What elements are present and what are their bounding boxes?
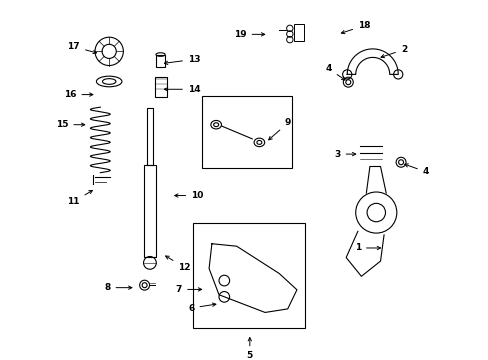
Text: 17: 17	[67, 42, 97, 54]
Text: 13: 13	[164, 55, 200, 64]
Bar	[156, 55, 165, 67]
Text: 11: 11	[67, 190, 92, 206]
Bar	[154, 77, 166, 97]
Bar	[143, 165, 156, 257]
Text: 10: 10	[174, 191, 203, 200]
Text: 7: 7	[175, 285, 201, 294]
Polygon shape	[209, 244, 296, 312]
Text: 4: 4	[404, 164, 428, 176]
Text: 1: 1	[354, 243, 380, 252]
Text: 5: 5	[246, 338, 252, 360]
Text: 18: 18	[341, 21, 370, 34]
Text: 8: 8	[104, 283, 132, 292]
Text: 14: 14	[164, 85, 200, 94]
Bar	[293, 24, 304, 41]
Text: 9: 9	[268, 118, 290, 140]
Text: 12: 12	[165, 256, 190, 272]
Text: 2: 2	[380, 45, 406, 58]
Bar	[202, 96, 292, 168]
Text: 4: 4	[325, 64, 345, 80]
Text: 15: 15	[56, 120, 84, 129]
Text: 19: 19	[233, 30, 264, 39]
Text: 3: 3	[334, 150, 355, 159]
Text: 16: 16	[64, 90, 93, 99]
Text: 6: 6	[188, 303, 215, 312]
Bar	[193, 223, 304, 328]
Bar	[147, 108, 152, 165]
